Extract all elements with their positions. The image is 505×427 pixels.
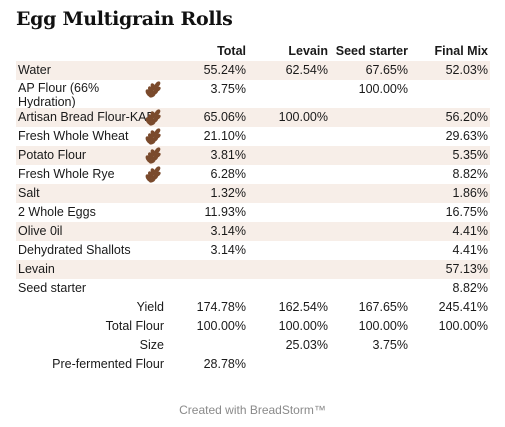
final-cell: 8.82% bbox=[452, 167, 488, 181]
total-cell: 11.93% bbox=[204, 205, 246, 219]
levain-cell: 100.00% bbox=[278, 319, 328, 333]
final-cell: 4.41% bbox=[452, 224, 488, 238]
ingredient-name: AP Flour (66% Hydration) bbox=[18, 81, 100, 109]
ingredient-name: 2 Whole Eggs bbox=[18, 205, 96, 219]
wheat-icon bbox=[144, 128, 162, 145]
levain-cell: 62.54% bbox=[285, 63, 328, 77]
ingredient-name: Fresh Whole Rye bbox=[18, 167, 115, 181]
ingredient-name: Water bbox=[18, 63, 51, 77]
total-cell: 3.14% bbox=[210, 243, 246, 257]
summary-label: Size bbox=[139, 338, 164, 352]
final-cell: 29.63% bbox=[445, 129, 488, 143]
table-row: Olive 0il 3.14% 4.41% bbox=[16, 222, 490, 241]
levain-cell: 25.03% bbox=[285, 338, 328, 352]
wheat-icon bbox=[144, 166, 162, 183]
table-row: Water 55.24% 62.54% 67.65% 52.03% bbox=[16, 61, 490, 80]
seed-cell: 167.65% bbox=[358, 300, 408, 314]
header-final-mix: Final Mix bbox=[434, 44, 488, 58]
footer-credit: Created with BreadStorm™ bbox=[179, 403, 326, 417]
ingredient-name: Dehydrated Shallots bbox=[18, 243, 131, 257]
header-seed-starter: Seed starter bbox=[335, 44, 408, 58]
table-row: AP Flour (66% Hydration) 3.75% 100.00% bbox=[16, 80, 490, 109]
total-cell: 1.32% bbox=[210, 186, 246, 200]
summary-row: Pre-fermented Flour 28.78% bbox=[16, 355, 490, 374]
final-cell: 245.41% bbox=[438, 300, 488, 314]
ingredient-name: Potato Flour bbox=[18, 148, 87, 162]
table-row: Salt 1.32% 1.86% bbox=[16, 184, 490, 203]
final-cell: 4.41% bbox=[452, 243, 488, 257]
table-row: Potato Flour 3.81% 5.35% bbox=[16, 146, 490, 165]
summary-label: Pre-fermented Flour bbox=[52, 357, 164, 371]
total-cell: 174.78% bbox=[196, 300, 246, 314]
seed-cell: 100.00% bbox=[358, 82, 408, 96]
total-cell: 55.24% bbox=[203, 63, 246, 77]
table-row: Fresh Whole Rye 6.28% 8.82% bbox=[16, 165, 490, 184]
ingredient-name: Olive 0il bbox=[18, 224, 63, 238]
formula-table: Total Levain Seed starter Final Mix Wate… bbox=[16, 42, 490, 374]
summary-row: Yield 174.78% 162.54% 167.65% 245.41% bbox=[16, 298, 490, 317]
levain-cell: 100.00% bbox=[278, 110, 328, 124]
final-cell: 8.82% bbox=[452, 281, 488, 295]
summary-row: Total Flour 100.00% 100.00% 100.00% 100.… bbox=[16, 317, 490, 336]
seed-cell: 100.00% bbox=[358, 319, 408, 333]
summary-label: Yield bbox=[136, 300, 164, 314]
header-total: Total bbox=[217, 44, 246, 58]
table-row: Levain 57.13% bbox=[16, 260, 490, 279]
wheat-icon bbox=[144, 81, 162, 98]
total-cell: 3.75% bbox=[210, 82, 246, 96]
total-cell: 65.06% bbox=[203, 110, 246, 124]
final-cell: 100.00% bbox=[438, 319, 488, 333]
total-cell: 21.10% bbox=[203, 129, 246, 143]
table-row: Fresh Whole Wheat 21.10% 29.63% bbox=[16, 127, 490, 146]
table-row: Seed starter 8.82% bbox=[16, 279, 490, 298]
total-cell: 6.28% bbox=[210, 167, 246, 181]
header-levain: Levain bbox=[288, 44, 328, 58]
summary-row: Size 25.03% 3.75% bbox=[16, 336, 490, 355]
table-row: 2 Whole Eggs 11.93% 16.75% bbox=[16, 203, 490, 222]
ingredient-name: Seed starter bbox=[18, 281, 87, 295]
total-cell: 100.00% bbox=[196, 319, 246, 333]
ingredient-name: Artisan Bread Flour-KAF bbox=[18, 110, 155, 124]
final-cell: 52.03% bbox=[445, 63, 488, 77]
wheat-icon bbox=[144, 109, 162, 126]
summary-label: Total Flour bbox=[105, 319, 164, 333]
page-title: Egg Multigrain Rolls bbox=[16, 8, 233, 30]
levain-cell: 162.54% bbox=[278, 300, 328, 314]
seed-cell: 67.65% bbox=[365, 63, 408, 77]
seed-cell: 3.75% bbox=[372, 338, 408, 352]
total-cell: 28.78% bbox=[203, 357, 246, 371]
table-header: Total Levain Seed starter Final Mix bbox=[16, 42, 490, 61]
wheat-icon bbox=[144, 147, 162, 164]
total-cell: 3.14% bbox=[210, 224, 246, 238]
ingredient-name: Fresh Whole Wheat bbox=[18, 129, 129, 143]
final-cell: 57.13% bbox=[445, 262, 488, 276]
ingredient-name: Levain bbox=[18, 262, 55, 276]
final-cell: 5.35% bbox=[452, 148, 488, 162]
ingredient-name: Salt bbox=[18, 186, 40, 200]
final-cell: 16.75% bbox=[445, 205, 488, 219]
final-cell: 56.20% bbox=[445, 110, 488, 124]
final-cell: 1.86% bbox=[452, 186, 488, 200]
total-cell: 3.81% bbox=[210, 148, 246, 162]
table-row: Artisan Bread Flour-KAF 65.06% 100.00% 5… bbox=[16, 108, 490, 127]
table-row: Dehydrated Shallots 3.14% 4.41% bbox=[16, 241, 490, 260]
